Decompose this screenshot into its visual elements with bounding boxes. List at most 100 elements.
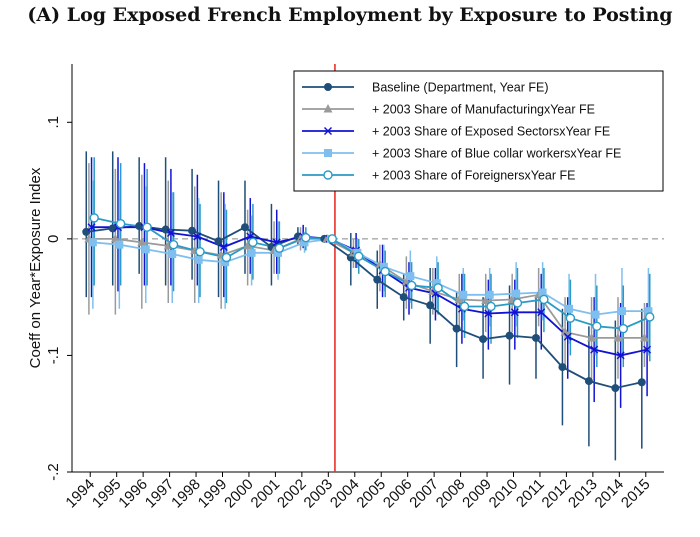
x-tick-label: 1995	[89, 476, 125, 512]
data-point-series-2	[87, 223, 96, 232]
data-point-series-3	[485, 290, 494, 299]
x-tick-label: 2008	[433, 476, 469, 512]
data-point-series-0	[452, 324, 461, 333]
data-point-series-3	[379, 262, 388, 271]
data-point-series-3	[168, 250, 177, 259]
data-point-series-4	[274, 243, 285, 253]
data-point-series-4	[380, 266, 390, 277]
x-marker-stroke	[166, 229, 175, 238]
x-tick-label: 2003	[301, 476, 337, 512]
x-tick-label: 2013	[565, 476, 601, 512]
legend-swatch-marker	[324, 127, 332, 135]
data-point-series-3	[141, 245, 150, 254]
y-tick-label: -.1	[45, 347, 62, 365]
data-point-series-4	[142, 222, 152, 232]
legend-swatch-marker	[323, 104, 333, 113]
data-point-series-0	[637, 378, 646, 387]
data-point-series-0	[426, 301, 435, 310]
data-point-series-4	[248, 237, 258, 248]
legend-swatch-marker	[324, 149, 332, 157]
data-point-series-4	[195, 246, 205, 257]
x-tick-label: 2006	[380, 476, 416, 512]
data-point-series-0	[188, 226, 197, 235]
x-marker-stroke	[272, 238, 281, 247]
data-point-series-4	[301, 232, 311, 243]
data-point-series-2	[590, 345, 599, 354]
data-point-series-2	[510, 308, 519, 317]
x-tick-label: 2014	[592, 476, 628, 512]
legend: Baseline (Department, Year FE) + 2003 Sha…	[293, 70, 664, 192]
data-point-series-1	[137, 237, 147, 246]
x-marker-stroke	[324, 127, 332, 135]
legend-label: + 2003 Share of ForeignersxYear FE	[372, 169, 575, 183]
data-point-series-4	[565, 313, 576, 323]
data-point-series-4	[89, 213, 99, 223]
data-point-series-4	[433, 283, 443, 293]
x-tick-label: 2001	[248, 476, 284, 512]
series-line-2	[91, 226, 648, 357]
data-point-series-0	[399, 293, 408, 302]
data-point-series-1	[639, 332, 649, 342]
data-point-series-3	[406, 272, 415, 281]
x-tick-label: 1999	[195, 476, 231, 512]
data-point-series-0	[240, 223, 249, 232]
data-point-series-4	[221, 252, 232, 263]
data-point-series-3	[221, 258, 230, 267]
x-tick-label: 1998	[168, 476, 204, 512]
legend-box	[293, 70, 664, 192]
data-point-series-1	[560, 327, 570, 336]
y-tick-label: .1	[45, 116, 62, 129]
legend-label: + 2003 Share of Exposed SectorsxYear FE	[372, 125, 610, 139]
data-point-series-4	[327, 234, 337, 244]
x-marker-stroke	[616, 351, 625, 360]
data-point-series-0	[584, 377, 593, 386]
x-marker-stroke	[590, 345, 599, 354]
data-point-series-1	[110, 233, 120, 243]
data-point-series-4	[512, 298, 523, 308]
data-point-series-1	[481, 295, 491, 305]
data-point-series-0	[531, 333, 540, 342]
x-tick-label: 1997	[142, 476, 178, 512]
data-point-series-0	[161, 225, 170, 234]
chart-title: (A) Log Exposed French Employment by Exp…	[27, 4, 673, 26]
data-point-series-0	[479, 335, 488, 344]
data-point-series-3	[565, 304, 574, 313]
data-point-series-2	[166, 229, 175, 238]
data-point-series-4	[406, 280, 417, 291]
data-point-series-1	[587, 332, 597, 342]
data-point-series-3	[194, 255, 203, 264]
y-tick-label: 0	[45, 235, 62, 243]
series-line-0	[86, 225, 642, 390]
data-point-series-2	[616, 351, 625, 360]
x-tick-label: 2007	[406, 476, 442, 512]
x-tick-label: 2009	[459, 476, 495, 512]
x-tick-label: 2005	[353, 476, 389, 512]
data-point-series-4	[115, 219, 126, 229]
data-point-series-3	[88, 238, 97, 247]
data-point-series-0	[558, 363, 567, 372]
legend-swatch-marker	[324, 83, 332, 91]
data-point-series-4	[645, 312, 655, 322]
data-point-series-3	[512, 289, 521, 298]
data-point-series-0	[373, 275, 382, 284]
data-point-series-3	[591, 310, 600, 319]
data-point-series-4	[539, 294, 549, 305]
data-point-series-2	[643, 345, 652, 354]
series-markers	[82, 213, 655, 393]
data-point-series-4	[592, 321, 602, 331]
data-point-series-4	[618, 323, 628, 334]
data-point-series-3	[300, 238, 309, 247]
data-point-series-3	[274, 248, 283, 257]
data-point-series-3	[538, 288, 547, 297]
legend-label: + 2003 Share of ManufacturingxYear FE	[372, 103, 595, 117]
legend-label: + 2003 Share of Blue collar workersxYear…	[372, 147, 621, 161]
data-point-series-1	[613, 332, 623, 342]
x-tick-label: 2000	[221, 476, 257, 512]
data-point-series-4	[354, 251, 364, 262]
x-marker-stroke	[563, 332, 572, 341]
series-lines	[86, 217, 651, 390]
data-point-series-3	[644, 307, 653, 316]
x-tick-label: 2012	[539, 476, 575, 512]
data-point-series-2	[563, 332, 572, 341]
x-marker-stroke	[537, 308, 546, 317]
